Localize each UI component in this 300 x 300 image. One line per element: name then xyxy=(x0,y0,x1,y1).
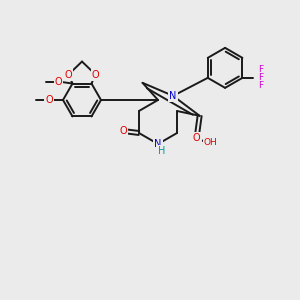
Text: N: N xyxy=(169,91,177,101)
Text: O: O xyxy=(65,70,72,80)
Text: F: F xyxy=(258,74,263,82)
Text: OH: OH xyxy=(204,138,218,147)
Text: O: O xyxy=(92,70,99,80)
Text: O: O xyxy=(119,126,127,136)
Text: N: N xyxy=(154,139,162,149)
Text: H: H xyxy=(158,146,166,156)
Text: O: O xyxy=(193,133,200,143)
Text: F: F xyxy=(258,65,263,74)
Text: O: O xyxy=(45,95,53,105)
Text: O: O xyxy=(55,76,62,86)
Text: F: F xyxy=(258,81,263,90)
